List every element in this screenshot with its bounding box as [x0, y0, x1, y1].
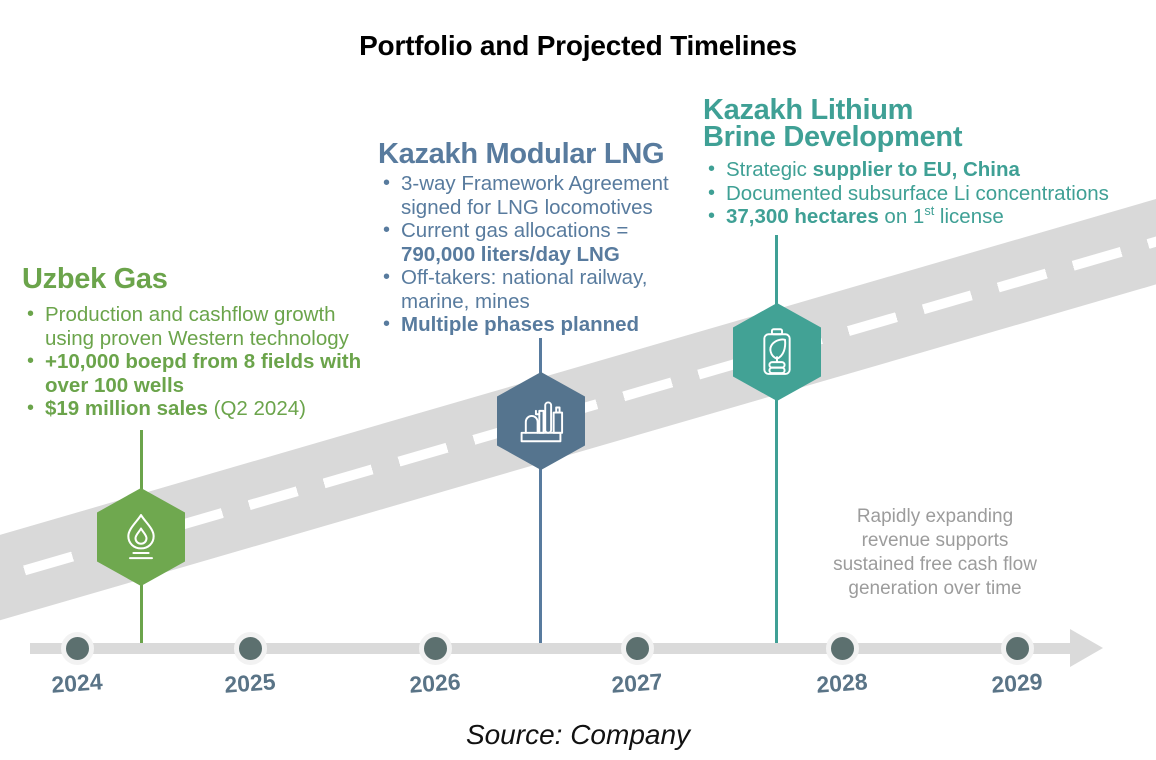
connector-line-kazakh-lithium [775, 235, 778, 647]
lithium-battery-leaf-icon [733, 303, 821, 401]
bullet-marker: • [27, 350, 35, 372]
bullet-item: • Production and cashflow growth using pr… [22, 303, 402, 350]
bullet-marker: • [27, 303, 35, 325]
bullet-list: • Strategic supplier to EU, China • Documen… [703, 158, 1156, 229]
bullet-list: • 3-way Framework Agreement signed for LN… [378, 172, 708, 337]
bullet-marker: • [708, 205, 716, 227]
bullet-marker: • [708, 158, 716, 180]
bullet-text: Off-takers: national railway, marine, mi… [401, 266, 648, 313]
bullet-marker: • [383, 266, 391, 288]
source-caption: Source: Company [465, 719, 691, 750]
project-uzbek-gas: Uzbek Gas • Production and cashflow growt… [22, 263, 402, 421]
timeline-year-label: 2025 [223, 668, 277, 698]
bullet-marker: • [708, 181, 716, 204]
page-title: Portfolio and Projected Timelines [359, 30, 797, 61]
timeline-arrow-icon [1070, 629, 1103, 667]
bullet-item: • Documented subsurface Li concentrations [703, 182, 1156, 206]
bullet-text: Multiple phases planned [401, 313, 640, 336]
bullet-marker: • [383, 313, 391, 335]
bullet-text: Strategic supplier to EU, China [726, 158, 1020, 181]
project-title: Uzbek Gas [22, 263, 168, 295]
timeline-dot [60, 632, 94, 665]
bullet-item: • Multiple phases planned [378, 313, 708, 337]
bullet-item: • Current gas allocations = 790,000 liter… [378, 219, 708, 266]
project-title: Kazakh Modular LNG [378, 138, 665, 170]
bullet-text: 37,300 hectares on 1st license [726, 203, 1004, 228]
bullet-item: • Strategic supplier to EU, China [703, 158, 1156, 182]
bullet-marker: • [27, 397, 35, 419]
bullet-text: $19 million sales (Q2 2024) [45, 397, 306, 420]
timeline-year-label: 2024 [50, 668, 104, 698]
timeline-year-label: 2026 [408, 668, 462, 698]
bullet-marker: • [383, 172, 391, 194]
bullet-item: • 3-way Framework Agreement signed for LN… [378, 172, 708, 219]
project-kazakh-modular-lng: Kazakh Modular LNG • 3-way Framework Agre… [378, 138, 708, 337]
timeline-year-label: 2027 [610, 668, 664, 698]
bullet-item: • 37,300 hectares on 1st license [703, 203, 1156, 229]
timeline-dot [620, 632, 654, 665]
bullet-item: • Off-takers: national railway, marine, m… [378, 266, 708, 313]
bullet-text: +10,000 boepd from 8 fields with over 10… [45, 350, 362, 397]
connector-line-kazakh-lng [539, 338, 542, 647]
bullet-text: Current gas allocations = 790,000 liters… [401, 219, 629, 266]
annotation-text: Rapidly expanding revenue supports susta… [833, 506, 1037, 599]
timeline-dot [418, 632, 452, 665]
project-title: Kazakh Lithium Brine Development [703, 94, 963, 153]
timeline-year-label: 2028 [815, 668, 869, 698]
bullet-text: Production and cashflow growth using pro… [45, 303, 349, 350]
timeline-dot [1000, 632, 1034, 665]
timeline-dot [233, 632, 267, 665]
timeline-bar [30, 643, 1074, 654]
bullet-item: • $19 million sales (Q2 2024) [22, 397, 402, 421]
lng-refinery-icon [497, 372, 585, 470]
bullet-text: 3-way Framework Agreement signed for LNG… [401, 172, 669, 219]
timeline-dot [825, 632, 859, 665]
bullet-marker: • [383, 219, 391, 241]
bullet-list: • Production and cashflow growth using pr… [22, 303, 402, 421]
bullet-item: • +10,000 boepd from 8 fields with over 1… [22, 350, 402, 397]
bullet-text: Documented subsurface Li concentrations [726, 181, 1109, 205]
timeline-year-label: 2029 [990, 668, 1044, 698]
project-kazakh-lithium-brine: Kazakh Lithium Brine Development • Strate… [703, 94, 1156, 229]
